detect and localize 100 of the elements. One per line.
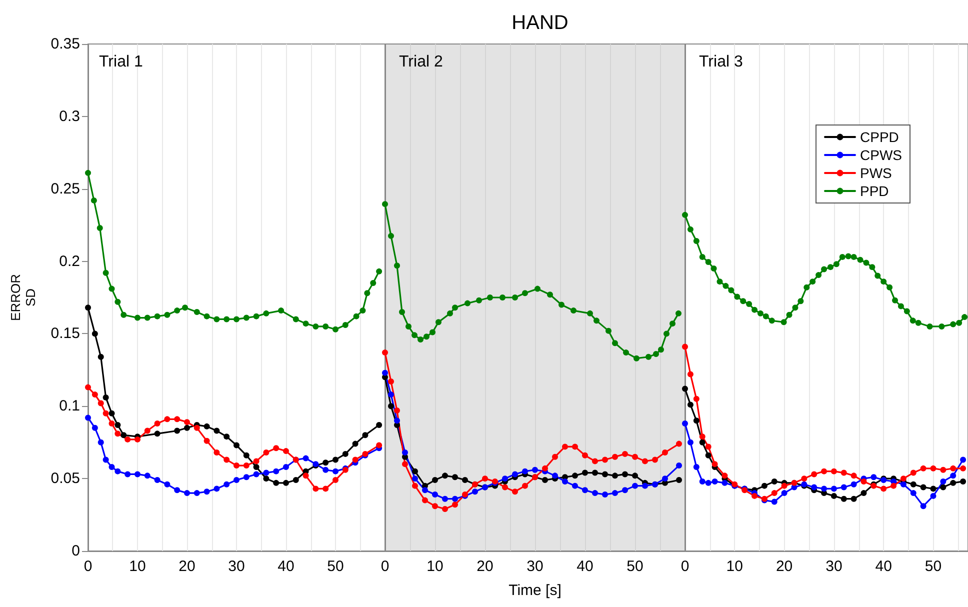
point <box>622 487 628 494</box>
point <box>622 450 628 457</box>
point <box>886 284 893 290</box>
point <box>642 482 648 489</box>
point <box>134 314 140 321</box>
point <box>658 346 664 353</box>
point <box>816 272 822 278</box>
point <box>174 487 180 494</box>
point <box>693 238 700 244</box>
point <box>98 439 104 446</box>
point <box>360 308 366 314</box>
y-tick-label: 0.3 <box>59 108 80 125</box>
point <box>845 253 852 260</box>
point <box>134 471 140 478</box>
point <box>263 310 270 316</box>
point <box>184 490 190 496</box>
point <box>960 456 966 463</box>
point <box>676 440 682 447</box>
point <box>522 290 528 296</box>
point <box>364 290 370 296</box>
point <box>322 486 329 492</box>
point <box>850 496 857 502</box>
point <box>342 450 348 457</box>
point <box>512 471 518 478</box>
point <box>322 323 329 330</box>
point <box>214 428 220 434</box>
point <box>412 468 418 474</box>
point <box>722 480 728 486</box>
point <box>253 313 260 320</box>
point <box>134 436 140 442</box>
point <box>476 297 482 304</box>
point <box>352 440 358 447</box>
legend-label: PWS <box>860 165 892 181</box>
point <box>302 472 309 479</box>
point <box>830 486 837 492</box>
point <box>662 450 668 456</box>
point <box>452 304 458 311</box>
point <box>962 314 968 320</box>
point <box>422 487 428 494</box>
x-tick-label: 50 <box>924 558 942 575</box>
point <box>436 319 442 326</box>
point <box>880 486 887 492</box>
annotation: Trial 3 <box>699 54 743 70</box>
point <box>376 268 382 274</box>
point <box>562 478 568 484</box>
point <box>602 492 608 498</box>
point <box>114 468 121 474</box>
point <box>452 502 458 508</box>
point <box>781 490 788 496</box>
point <box>174 428 180 434</box>
point <box>312 323 319 330</box>
y-tick-label: 0.1 <box>59 398 80 415</box>
point <box>920 484 926 490</box>
point <box>892 297 898 304</box>
point <box>382 370 388 376</box>
point <box>705 444 712 450</box>
point <box>342 322 348 328</box>
x-tick-label: 10 <box>726 558 743 575</box>
point <box>194 424 200 431</box>
point <box>830 468 837 474</box>
point <box>85 170 91 176</box>
point <box>322 460 329 466</box>
point <box>587 310 593 316</box>
point <box>370 280 376 286</box>
point <box>332 468 338 474</box>
point <box>312 486 319 492</box>
point <box>154 430 160 437</box>
point <box>910 318 916 324</box>
point <box>940 466 946 473</box>
point <box>234 442 240 448</box>
x-axis-title: Time [s] <box>508 582 562 599</box>
point <box>592 458 598 464</box>
point <box>811 484 818 490</box>
x-tick-label: 40 <box>875 558 892 575</box>
x-tick-label: 20 <box>178 558 196 575</box>
point <box>592 490 598 496</box>
point <box>224 316 230 322</box>
point <box>124 471 131 478</box>
point <box>676 310 682 316</box>
point <box>332 326 338 332</box>
point <box>108 286 115 292</box>
point <box>662 476 668 482</box>
y-axis-title: ERROR SD <box>8 274 38 321</box>
point <box>840 496 847 502</box>
point <box>154 477 160 484</box>
point <box>234 462 240 469</box>
point <box>522 482 528 489</box>
x-tick-label: 50 <box>327 558 344 575</box>
point <box>214 450 220 456</box>
point <box>388 232 394 239</box>
point <box>746 301 752 308</box>
point <box>462 477 468 484</box>
point <box>292 477 299 484</box>
point <box>283 448 289 454</box>
point <box>184 419 190 426</box>
point <box>670 320 676 327</box>
point <box>960 478 966 484</box>
point <box>108 464 115 470</box>
x-tick-label: 30 <box>228 558 245 575</box>
point <box>263 470 270 476</box>
